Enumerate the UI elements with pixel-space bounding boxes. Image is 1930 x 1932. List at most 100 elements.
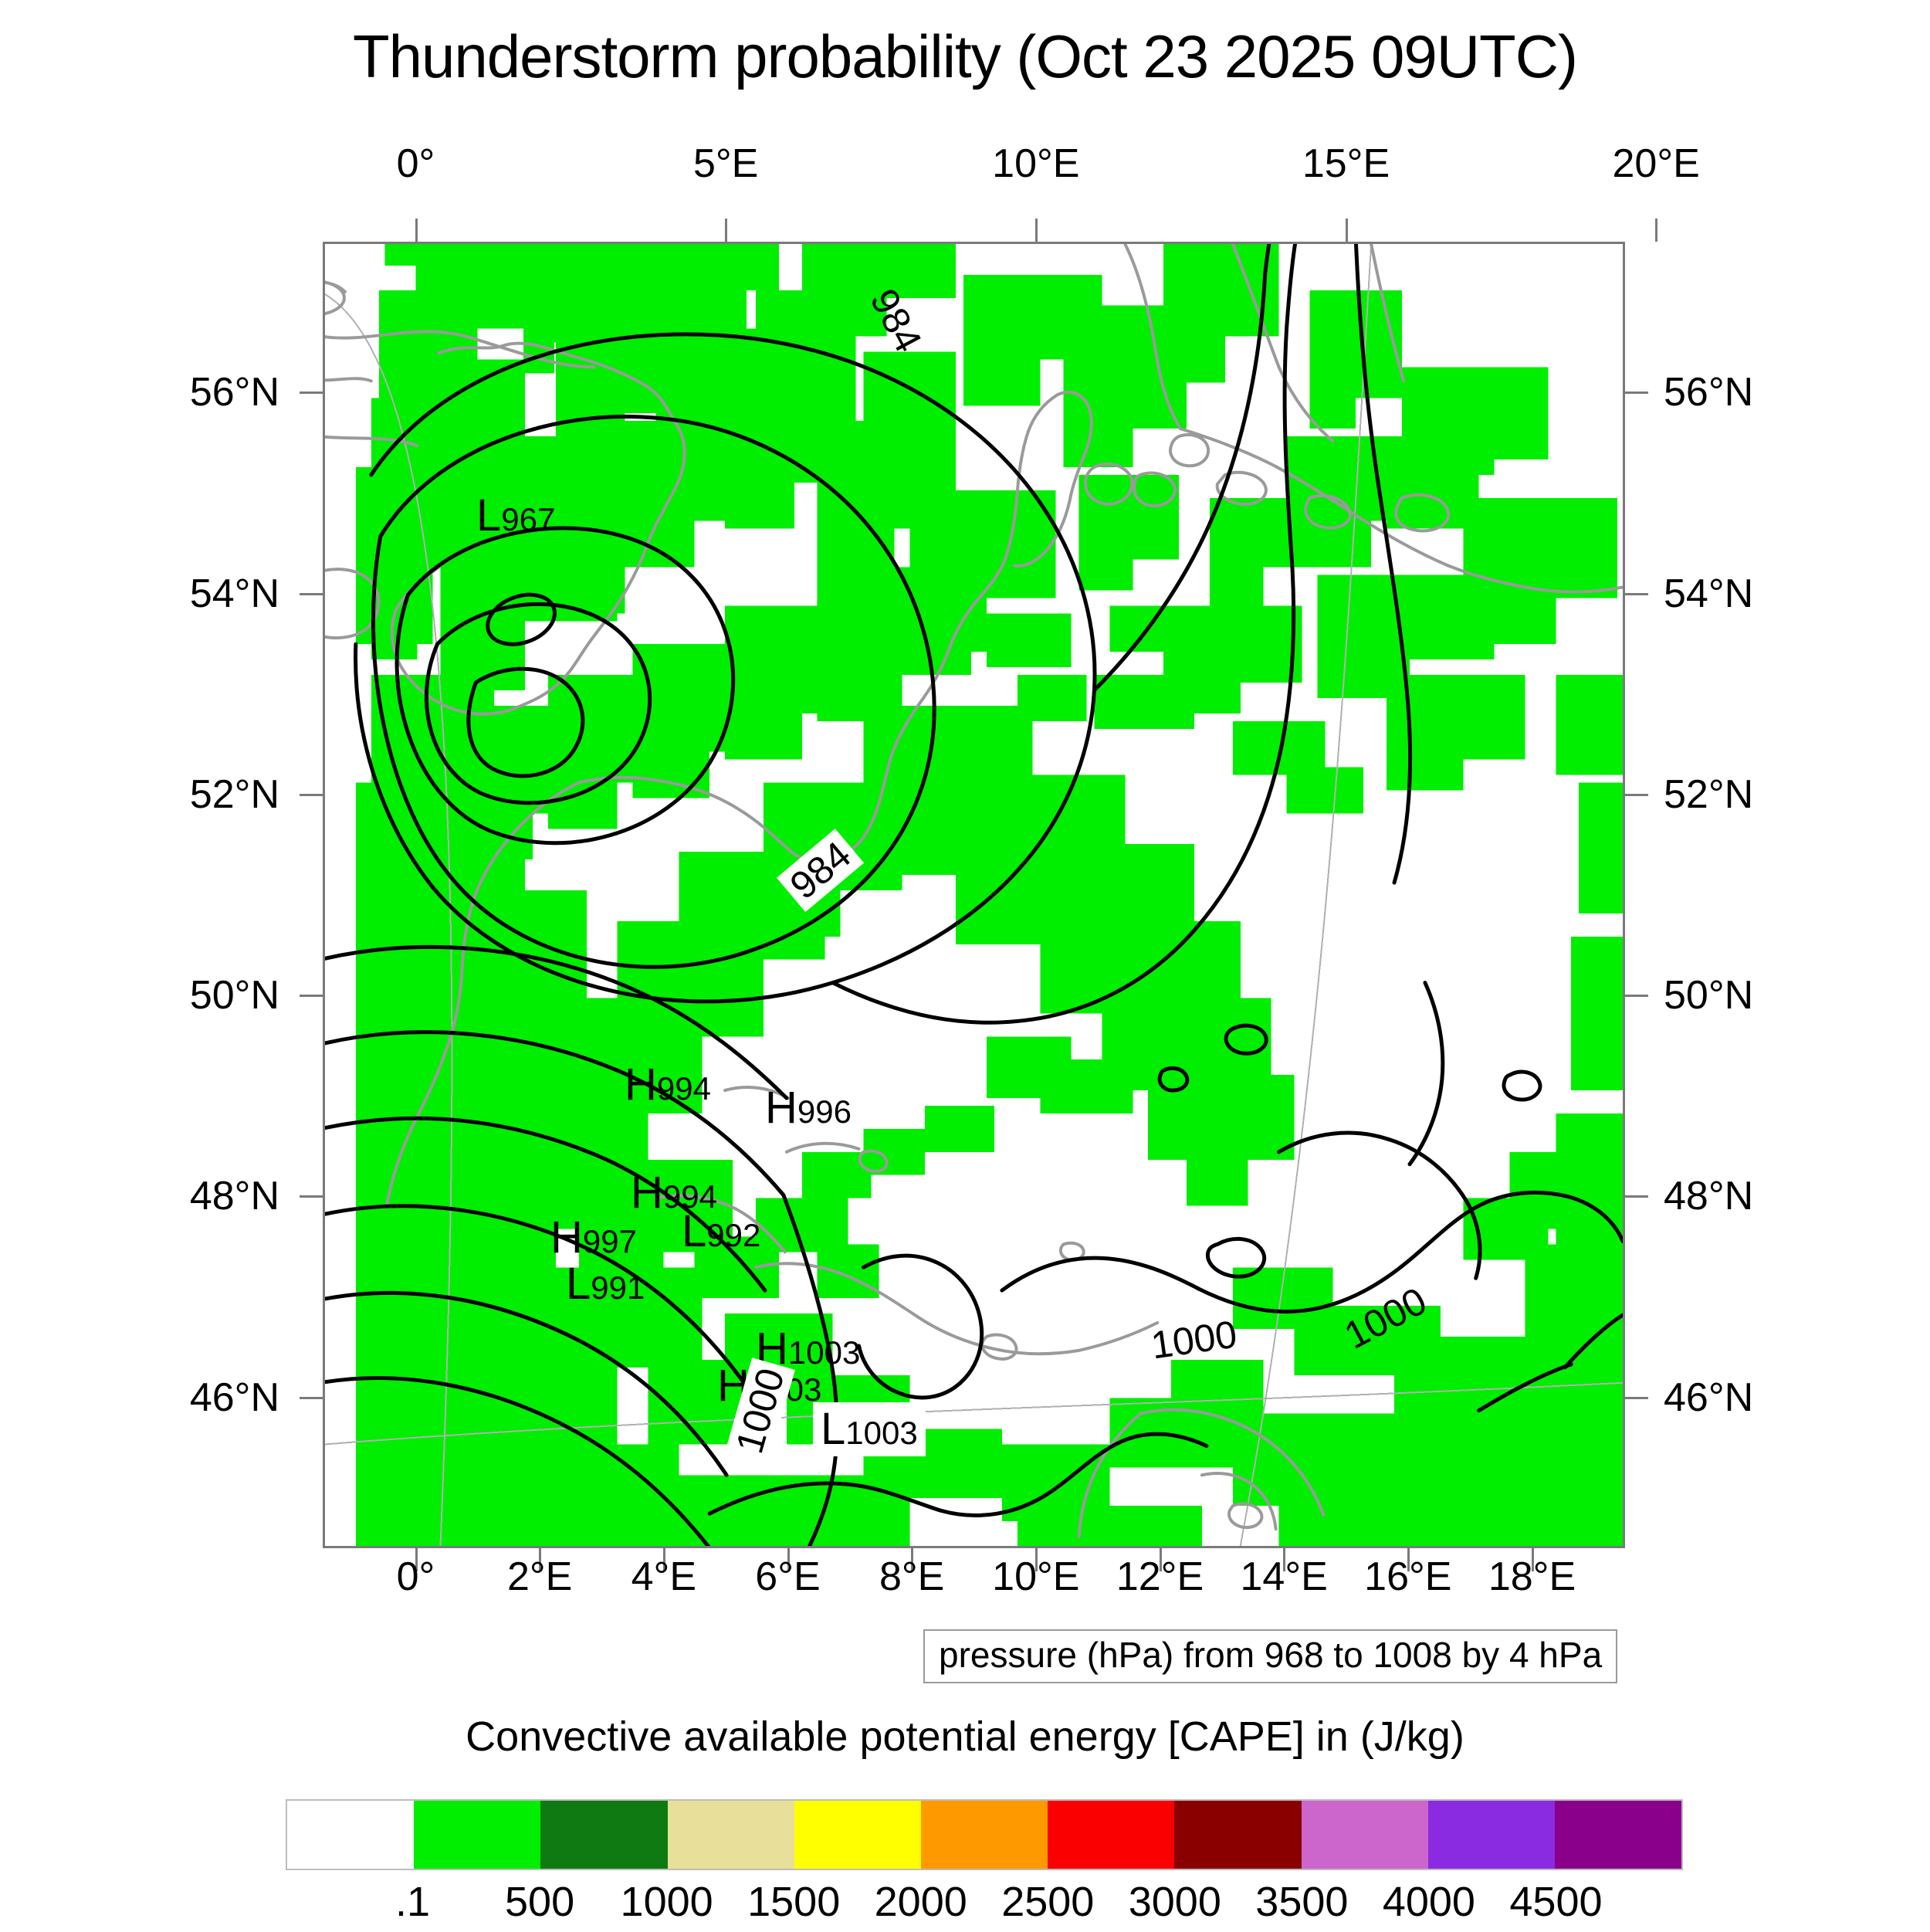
- pressure-center-L1003: L1003: [813, 1402, 926, 1456]
- tick-left: [300, 1195, 323, 1198]
- top-axis-label: 15°E: [1302, 141, 1390, 186]
- bottom-axis-label: 12°E: [1116, 1554, 1204, 1599]
- tick-right: [1625, 995, 1648, 998]
- tick-bottom: [911, 1548, 914, 1571]
- pressure-center-L967: L967: [476, 493, 555, 538]
- right-axis-label: 54°N: [1664, 571, 1754, 616]
- pressure-center-value: 1003: [845, 1415, 918, 1451]
- tick-top: [1655, 219, 1658, 242]
- tick-bottom: [787, 1548, 790, 1571]
- tick-bottom: [539, 1548, 542, 1571]
- pressure-center-H996: H996: [765, 1086, 852, 1130]
- tick-left: [300, 391, 323, 395]
- colorbar-tick-label: 3500: [1255, 1879, 1349, 1925]
- pressure-center-H994-a: H994: [625, 1063, 711, 1107]
- map-canvas: [325, 244, 1623, 1546]
- bottom-axis-label: 18°E: [1488, 1554, 1576, 1599]
- map-panel: L967 H994 H996 H994 H997 L992 L991 H1003…: [323, 242, 1625, 1548]
- tick-left: [300, 1396, 323, 1399]
- pressure-center-value: 994: [662, 1178, 717, 1215]
- tick-top: [1345, 219, 1348, 242]
- colorbar-tick-label: 4500: [1509, 1879, 1603, 1925]
- colorbar-tick-label: 2000: [874, 1879, 967, 1925]
- right-axis-label: 46°N: [1664, 1374, 1754, 1420]
- right-axis-label: 56°N: [1664, 370, 1754, 415]
- colorbar-tick-label: 1000: [620, 1879, 713, 1925]
- bottom-axis-label: 16°E: [1364, 1554, 1452, 1599]
- pressure-center-value: 996: [797, 1093, 852, 1130]
- bottom-axis-label: 14°E: [1240, 1554, 1328, 1599]
- pressure-center-type: L: [821, 1404, 846, 1454]
- tick-left: [300, 793, 323, 796]
- colorbar-swatch: [1427, 1801, 1555, 1869]
- pressure-center-type: L: [566, 1259, 591, 1309]
- tick-right: [1625, 793, 1648, 796]
- colorbar-tick-label: 2500: [1001, 1879, 1095, 1925]
- colorbar-swatch: [1554, 1801, 1682, 1869]
- pressure-center-type: L: [476, 490, 502, 541]
- left-axis-label: 46°N: [189, 1374, 279, 1420]
- bottom-axis-label: 0°: [396, 1554, 435, 1599]
- cape-colorbar: [286, 1799, 1683, 1870]
- left-axis-label: 48°N: [189, 1174, 279, 1219]
- left-axis-label: 54°N: [189, 571, 279, 616]
- tick-bottom: [1407, 1548, 1410, 1571]
- left-axis-label: 56°N: [189, 370, 279, 415]
- left-axis-label: 50°N: [189, 973, 279, 1019]
- pressure-center-value: 991: [591, 1269, 645, 1306]
- colorbar-swatch: [540, 1801, 668, 1869]
- tick-bottom: [1159, 1548, 1162, 1571]
- pressure-center-value: 997: [582, 1223, 637, 1259]
- pressure-center-L992: L992: [682, 1209, 760, 1254]
- right-axis-label: 50°N: [1664, 973, 1754, 1019]
- pressure-center-L991: L991: [566, 1262, 645, 1307]
- bottom-axis-label: 6°E: [755, 1554, 821, 1599]
- right-axis-label: 52°N: [1664, 771, 1754, 817]
- tick-bottom: [1034, 1548, 1038, 1571]
- tick-bottom: [415, 1548, 418, 1571]
- pressure-center-H994-b: H994: [631, 1171, 717, 1215]
- pressure-center-value: 994: [656, 1070, 711, 1107]
- colorbar-tick-label: 4000: [1382, 1879, 1475, 1925]
- bottom-axis-label: 2°E: [506, 1554, 573, 1599]
- pressure-center-type: H: [550, 1212, 583, 1263]
- colorbar-swatch: [920, 1801, 1048, 1869]
- pressure-center-type: L: [682, 1206, 707, 1256]
- pressure-center-value: 967: [501, 501, 556, 537]
- colorbar-swatch: [794, 1801, 921, 1869]
- tick-right: [1625, 1195, 1648, 1198]
- page-title: Thunderstorm probability (Oct 23 2025 09…: [352, 22, 1578, 90]
- pressure-center-value: 1003: [787, 1334, 861, 1371]
- pressure-legend-text: pressure (hPa) from 968 to 1008 by 4 hPa: [939, 1635, 1603, 1675]
- top-axis-label: 0°: [396, 141, 435, 186]
- left-axis-label: 52°N: [189, 771, 279, 817]
- tick-left: [300, 995, 323, 998]
- right-axis-label: 48°N: [1664, 1174, 1754, 1219]
- pressure-center-H997: H997: [550, 1215, 637, 1260]
- top-axis-label: 20°E: [1612, 141, 1700, 186]
- pressure-center-value: 992: [706, 1217, 761, 1253]
- colorbar-swatch: [1174, 1801, 1302, 1869]
- colorbar-tick-label: .1: [395, 1879, 431, 1925]
- colorbar-swatch: [667, 1801, 794, 1869]
- tick-top: [415, 219, 418, 242]
- colorbar-tick-label: 3000: [1128, 1879, 1221, 1925]
- pressure-center-type: H: [631, 1168, 663, 1218]
- cape-caption: Convective available potential energy [C…: [466, 1713, 1464, 1760]
- cape-colorbar-labels: .1 500 1000 1500 2000 2500 3000 3500 4000 4500: [286, 1878, 1683, 1932]
- tick-right: [1625, 592, 1648, 595]
- colorbar-swatch: [1048, 1801, 1175, 1869]
- bottom-axis-label: 10°E: [992, 1554, 1080, 1599]
- tick-bottom: [662, 1548, 665, 1571]
- tick-left: [300, 592, 323, 595]
- top-axis-label: 5°E: [692, 141, 759, 186]
- pressure-center-type: H: [765, 1083, 797, 1133]
- colorbar-tick-label: 1500: [747, 1879, 841, 1925]
- colorbar-swatch: [414, 1801, 541, 1869]
- top-axis-label: 10°E: [992, 141, 1080, 186]
- tick-right: [1625, 1396, 1648, 1399]
- tick-bottom: [1531, 1548, 1534, 1571]
- colorbar-swatch: [1301, 1801, 1428, 1869]
- bottom-axis-label: 4°E: [631, 1554, 697, 1599]
- tick-right: [1625, 391, 1648, 395]
